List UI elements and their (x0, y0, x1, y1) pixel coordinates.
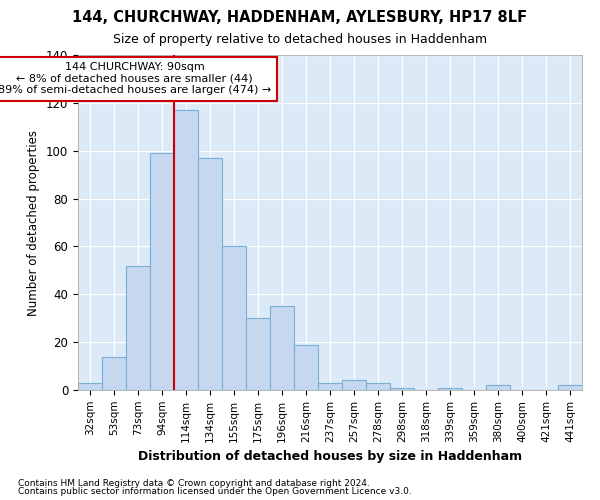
Text: Size of property relative to detached houses in Haddenham: Size of property relative to detached ho… (113, 32, 487, 46)
Bar (558, 385, 582, 390)
Bar (486, 385, 510, 390)
Y-axis label: Number of detached properties: Number of detached properties (28, 130, 40, 316)
Text: Contains HM Land Registry data © Crown copyright and database right 2024.: Contains HM Land Registry data © Crown c… (18, 478, 370, 488)
Bar (342, 380, 366, 390)
Text: 144 CHURCHWAY: 90sqm
← 8% of detached houses are smaller (44)
89% of semi-detach: 144 CHURCHWAY: 90sqm ← 8% of detached ho… (0, 62, 271, 96)
Bar (318, 383, 342, 390)
Bar (438, 388, 462, 390)
Text: 144, CHURCHWAY, HADDENHAM, AYLESBURY, HP17 8LF: 144, CHURCHWAY, HADDENHAM, AYLESBURY, HP… (73, 10, 527, 25)
Bar (222, 246, 246, 390)
Bar (126, 266, 150, 390)
Bar (294, 344, 318, 390)
Bar (150, 153, 174, 390)
Bar (78, 383, 102, 390)
Bar (366, 383, 390, 390)
Bar (246, 318, 270, 390)
Bar (270, 306, 294, 390)
Bar (102, 356, 126, 390)
Bar (390, 388, 414, 390)
Text: Contains public sector information licensed under the Open Government Licence v3: Contains public sector information licen… (18, 487, 412, 496)
Bar (198, 158, 222, 390)
Bar (174, 110, 198, 390)
X-axis label: Distribution of detached houses by size in Haddenham: Distribution of detached houses by size … (138, 450, 522, 463)
